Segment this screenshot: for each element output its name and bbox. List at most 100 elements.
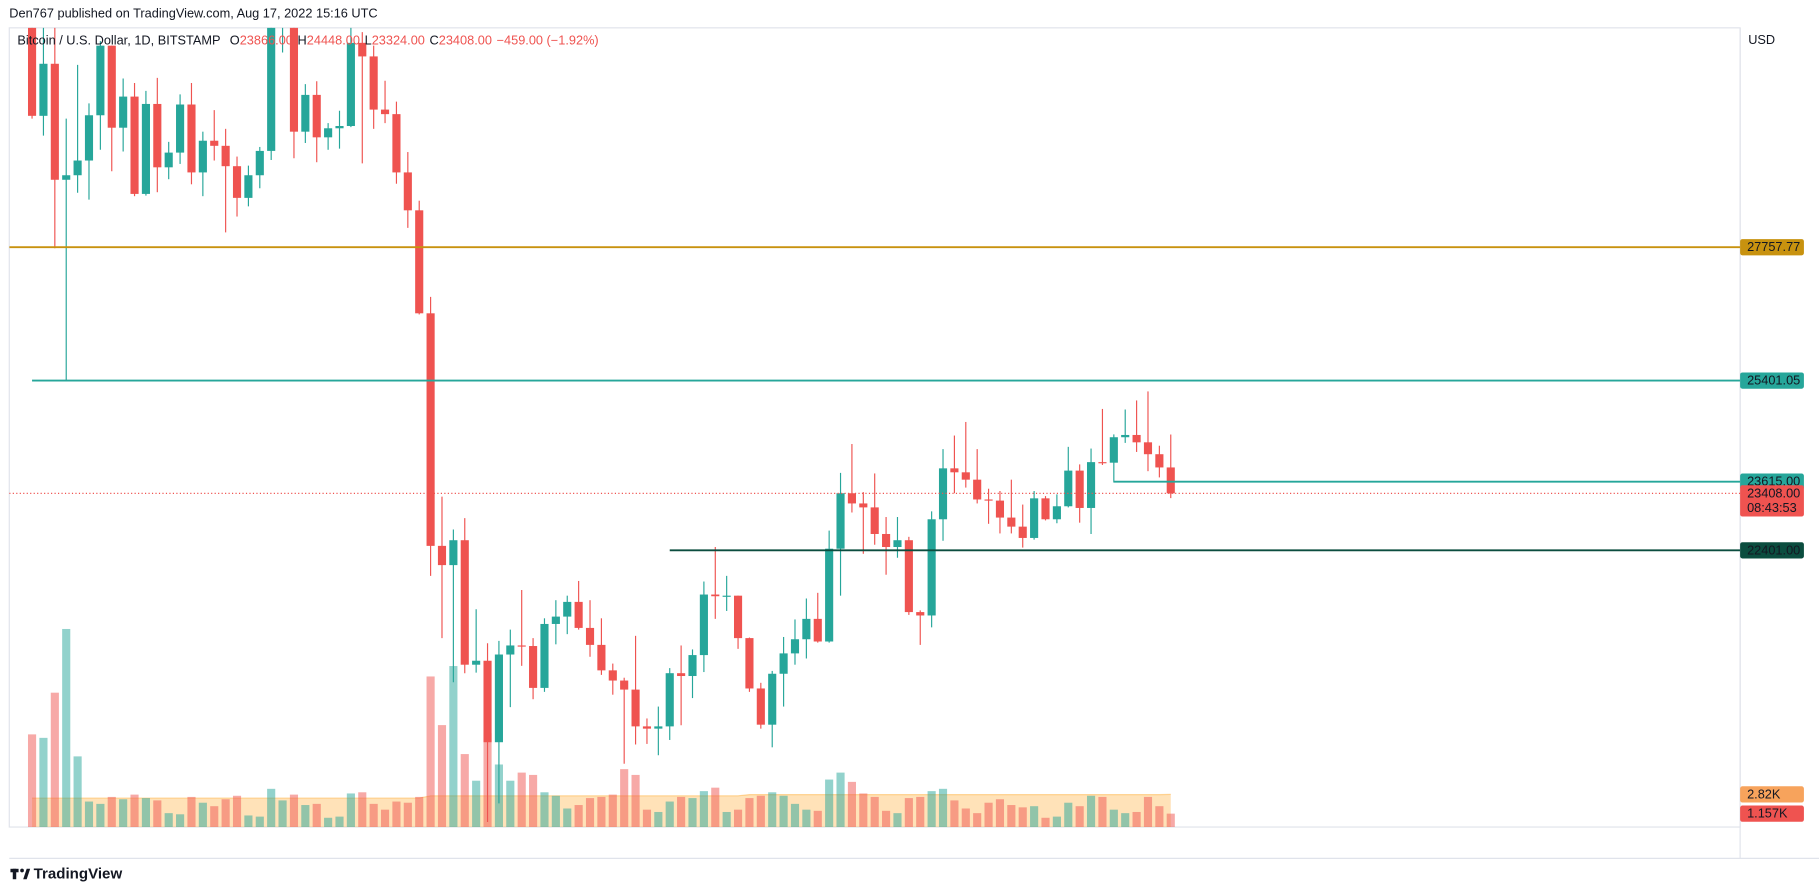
- candle-body: [1166, 467, 1175, 494]
- volume-bar: [449, 666, 458, 828]
- volume-bar: [324, 817, 333, 828]
- candle-body: [1086, 462, 1096, 508]
- volume-bar: [346, 793, 355, 828]
- volume-bar: [232, 795, 242, 828]
- volume-bar: [836, 772, 845, 828]
- legend-change: −459.00 (−1.92%): [497, 33, 599, 48]
- candle-body: [768, 673, 777, 725]
- volume-bar: [437, 725, 447, 828]
- candle-body: [153, 103, 162, 168]
- volume-bar: [153, 800, 162, 828]
- candle-body: [255, 150, 264, 176]
- candle-body: [1155, 454, 1164, 468]
- candle-body: [392, 114, 401, 173]
- candle-body: [27, 27, 37, 116]
- volume-bar: [802, 809, 811, 828]
- candle-body: [324, 128, 333, 138]
- candle-body: [597, 644, 606, 671]
- candle-body: [1030, 498, 1039, 538]
- volume-bar: [1052, 816, 1061, 828]
- volume-bar: [1143, 796, 1153, 828]
- legend-key: L: [365, 33, 372, 48]
- axes: 27757.77 25401.05 23615.00 22401.00 23408.00…: [1740, 239, 1804, 822]
- symbol-title: Bitcoin / U.S. Dollar, 1D, BITSTAMP: [17, 33, 220, 48]
- candle-body: [517, 645, 526, 647]
- candle-body: [1075, 470, 1084, 508]
- candle-body: [836, 493, 845, 549]
- candle-body: [631, 689, 640, 727]
- volume-bar: [335, 816, 344, 828]
- candle-body: [961, 472, 970, 480]
- volume-bar: [779, 795, 788, 828]
- legend-key: H: [298, 33, 307, 48]
- volume-label: 1.157K: [1747, 806, 1788, 821]
- candle-body: [790, 639, 800, 654]
- volume-bar: [380, 809, 390, 828]
- candle-body: [96, 45, 105, 116]
- volume-bar: [551, 795, 560, 828]
- volume-bar: [289, 794, 299, 828]
- volume-bar: [62, 628, 71, 828]
- volume-bar: [517, 772, 526, 828]
- candle-body: [779, 653, 788, 674]
- candle-body: [813, 618, 822, 642]
- candle-body: [882, 533, 891, 548]
- volume-bar: [244, 815, 253, 828]
- level-label: 23615.00: [1747, 474, 1800, 489]
- candle-body: [460, 540, 469, 665]
- volume-bar: [608, 794, 617, 828]
- volume-bar: [1041, 817, 1050, 828]
- volume-bar: [392, 801, 401, 828]
- volume-bar: [1075, 806, 1084, 828]
- candle-body: [50, 63, 59, 180]
- candle-body: [688, 655, 697, 677]
- volume-bar: [221, 799, 230, 828]
- candle-body: [232, 166, 242, 198]
- volume-bar: [904, 798, 913, 828]
- volume-bar: [699, 791, 708, 828]
- legend-value: 23408.00: [439, 33, 492, 48]
- volume-bar: [950, 800, 959, 828]
- candle-body: [1121, 434, 1130, 438]
- volume-bar: [130, 794, 139, 828]
- level-label-bg: [1740, 372, 1804, 389]
- volume-bar: [847, 781, 856, 828]
- legend-value: 24448.00: [307, 33, 360, 48]
- candle-body: [221, 145, 230, 167]
- volume-bar: [255, 816, 264, 828]
- candle-body: [380, 109, 390, 115]
- volume-bar: [916, 796, 925, 828]
- volume-bar: [859, 793, 868, 828]
- candle-body: [540, 623, 549, 688]
- candle-body: [950, 468, 959, 473]
- candle-body: [187, 104, 196, 173]
- volume-bar: [301, 805, 310, 828]
- last-price-bg: [1740, 485, 1804, 517]
- volume-bar: [187, 796, 196, 828]
- candle-body: [859, 503, 868, 508]
- candle-body: [654, 726, 663, 729]
- candle-body: [358, 42, 367, 57]
- volume-bar: [1132, 811, 1141, 828]
- candle-body: [369, 56, 378, 110]
- legend-value: 23866.00: [240, 33, 293, 48]
- volume-bar: [96, 803, 105, 828]
- volume-bar: [1155, 806, 1164, 828]
- volume-bar: [426, 676, 435, 828]
- currency-label: USD: [1748, 32, 1775, 47]
- candle-body: [415, 210, 424, 314]
- volume-bar: [631, 774, 640, 828]
- candle-body: [893, 540, 902, 548]
- volume-bar: [540, 792, 549, 828]
- candle-body: [73, 160, 82, 176]
- level-label-bg: [1740, 542, 1804, 559]
- volume-bar: [642, 809, 652, 828]
- legend-key: O: [230, 33, 240, 48]
- candle-body: [1007, 517, 1016, 527]
- volume-bar: [1064, 802, 1073, 828]
- volume-bar: [50, 692, 59, 828]
- candle-body: [312, 94, 321, 138]
- candle-body: [198, 140, 207, 173]
- volume-bar: [164, 813, 173, 828]
